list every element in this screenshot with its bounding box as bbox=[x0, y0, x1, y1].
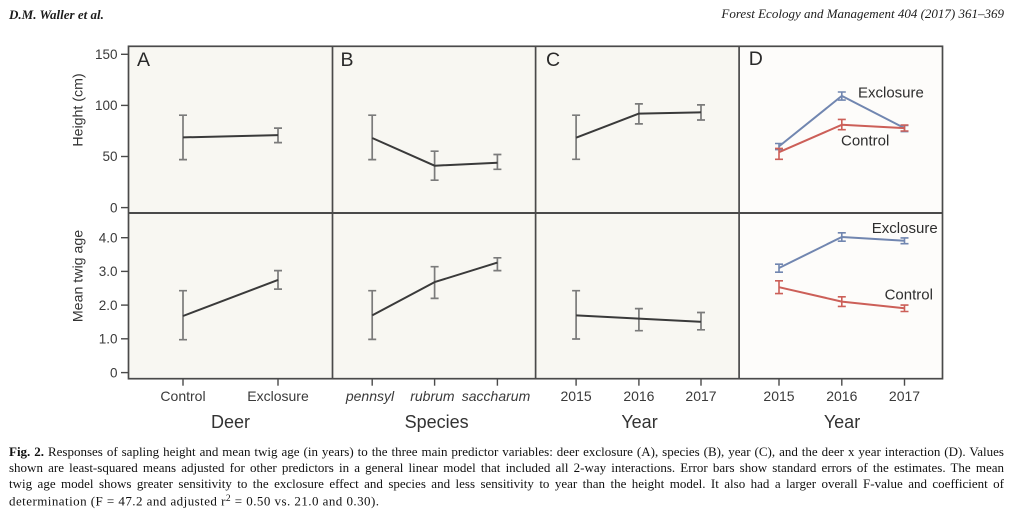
svg-text:Control: Control bbox=[841, 133, 889, 150]
svg-text:Species: Species bbox=[405, 412, 469, 432]
svg-text:2015: 2015 bbox=[763, 388, 794, 404]
svg-text:saccharum: saccharum bbox=[462, 388, 531, 404]
svg-text:B: B bbox=[341, 49, 354, 71]
svg-text:1.0: 1.0 bbox=[99, 332, 118, 347]
svg-text:2017: 2017 bbox=[889, 388, 920, 404]
svg-text:Mean twig age: Mean twig age bbox=[71, 230, 87, 322]
svg-text:2016: 2016 bbox=[826, 388, 857, 404]
svg-text:0: 0 bbox=[110, 200, 118, 215]
svg-text:150: 150 bbox=[95, 47, 118, 62]
svg-text:2015: 2015 bbox=[561, 388, 592, 404]
svg-text:2.0: 2.0 bbox=[99, 298, 118, 313]
svg-text:2017: 2017 bbox=[685, 388, 716, 404]
svg-text:Year: Year bbox=[621, 412, 657, 432]
svg-text:Exclosure: Exclosure bbox=[858, 85, 924, 102]
svg-text:Exclosure: Exclosure bbox=[872, 220, 938, 237]
svg-text:Exclosure: Exclosure bbox=[247, 388, 309, 404]
svg-text:Deer: Deer bbox=[211, 412, 250, 432]
svg-text:Year: Year bbox=[824, 412, 860, 432]
svg-text:A: A bbox=[137, 49, 150, 71]
svg-text:rubrum: rubrum bbox=[410, 388, 455, 404]
svg-text:Control: Control bbox=[160, 388, 205, 404]
svg-text:D: D bbox=[749, 48, 763, 70]
svg-text:C: C bbox=[546, 49, 560, 71]
svg-text:3.0: 3.0 bbox=[99, 264, 118, 279]
svg-text:50: 50 bbox=[102, 149, 117, 164]
svg-text:Height (cm): Height (cm) bbox=[71, 73, 87, 146]
svg-text:2016: 2016 bbox=[623, 388, 654, 404]
svg-text:100: 100 bbox=[95, 98, 118, 113]
svg-text:Control: Control bbox=[885, 286, 933, 303]
svg-text:pennsyl: pennsyl bbox=[345, 388, 395, 404]
svg-text:0: 0 bbox=[110, 365, 118, 380]
svg-text:4.0: 4.0 bbox=[99, 230, 118, 245]
